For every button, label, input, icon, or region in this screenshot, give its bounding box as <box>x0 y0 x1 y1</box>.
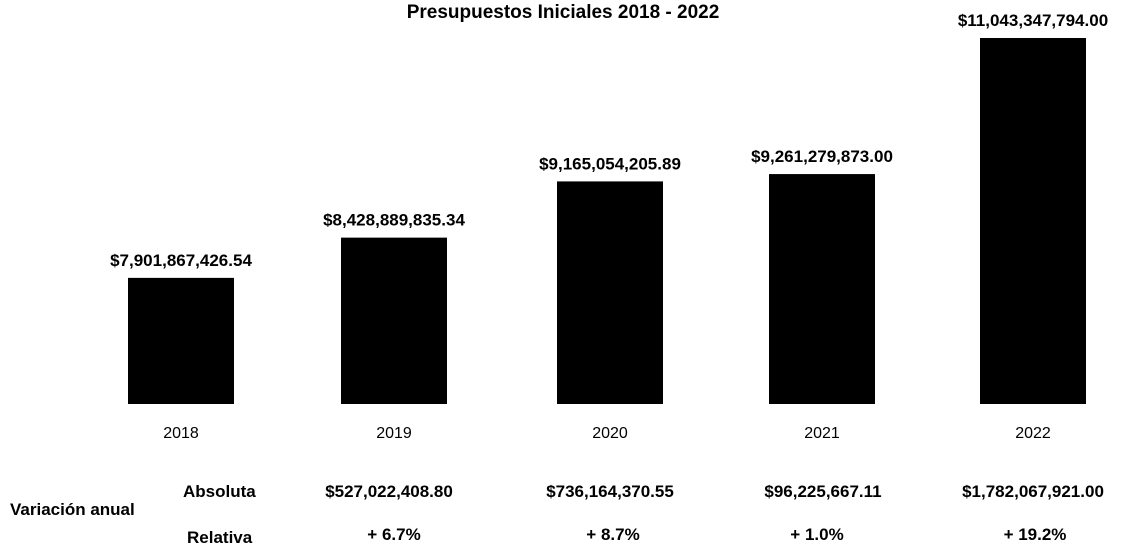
x-tick-2018: 2018 <box>163 425 199 442</box>
bar-2020 <box>557 181 663 404</box>
relative-variation-2019: + 6.7% <box>367 525 421 544</box>
relative-variation-2021: + 1.0% <box>790 525 844 544</box>
absolute-variation-2021: $96,225,667.11 <box>764 482 882 501</box>
data-label-2021: $9,261,279,873.00 <box>751 147 893 166</box>
absolute-variation-2019: $527,022,408.80 <box>325 482 453 501</box>
bar-2021 <box>769 174 875 404</box>
x-tick-2022: 2022 <box>1015 425 1051 442</box>
relative-variation-2022: + 19.2% <box>1003 525 1067 544</box>
annual-variation-label: Variación anual <box>10 500 135 519</box>
data-label-2018: $7,901,867,426.54 <box>110 251 252 270</box>
bar-2018 <box>128 277 234 404</box>
bar-2022 <box>980 38 1086 404</box>
x-tick-2019: 2019 <box>376 425 412 442</box>
x-tick-2020: 2020 <box>592 425 628 442</box>
absolute-variation-2020: $736,164,370.55 <box>546 482 674 501</box>
absolute-row-label: Absoluta <box>183 482 256 501</box>
x-tick-2021: 2021 <box>804 425 840 442</box>
bar-2019 <box>341 237 447 404</box>
data-label-2019: $8,428,889,835.34 <box>323 211 465 230</box>
relative-row-label: Relativa <box>187 528 253 547</box>
data-label-2020: $9,165,054,205.89 <box>539 154 681 173</box>
chart-title: Presupuestos Iniciales 2018 - 2022 <box>406 2 720 23</box>
data-label-2022: $11,043,347,794.00 <box>958 11 1108 30</box>
absolute-variation-2022: $1,782,067,921.00 <box>962 482 1104 501</box>
relative-variation-2020: + 8.7% <box>586 525 640 544</box>
